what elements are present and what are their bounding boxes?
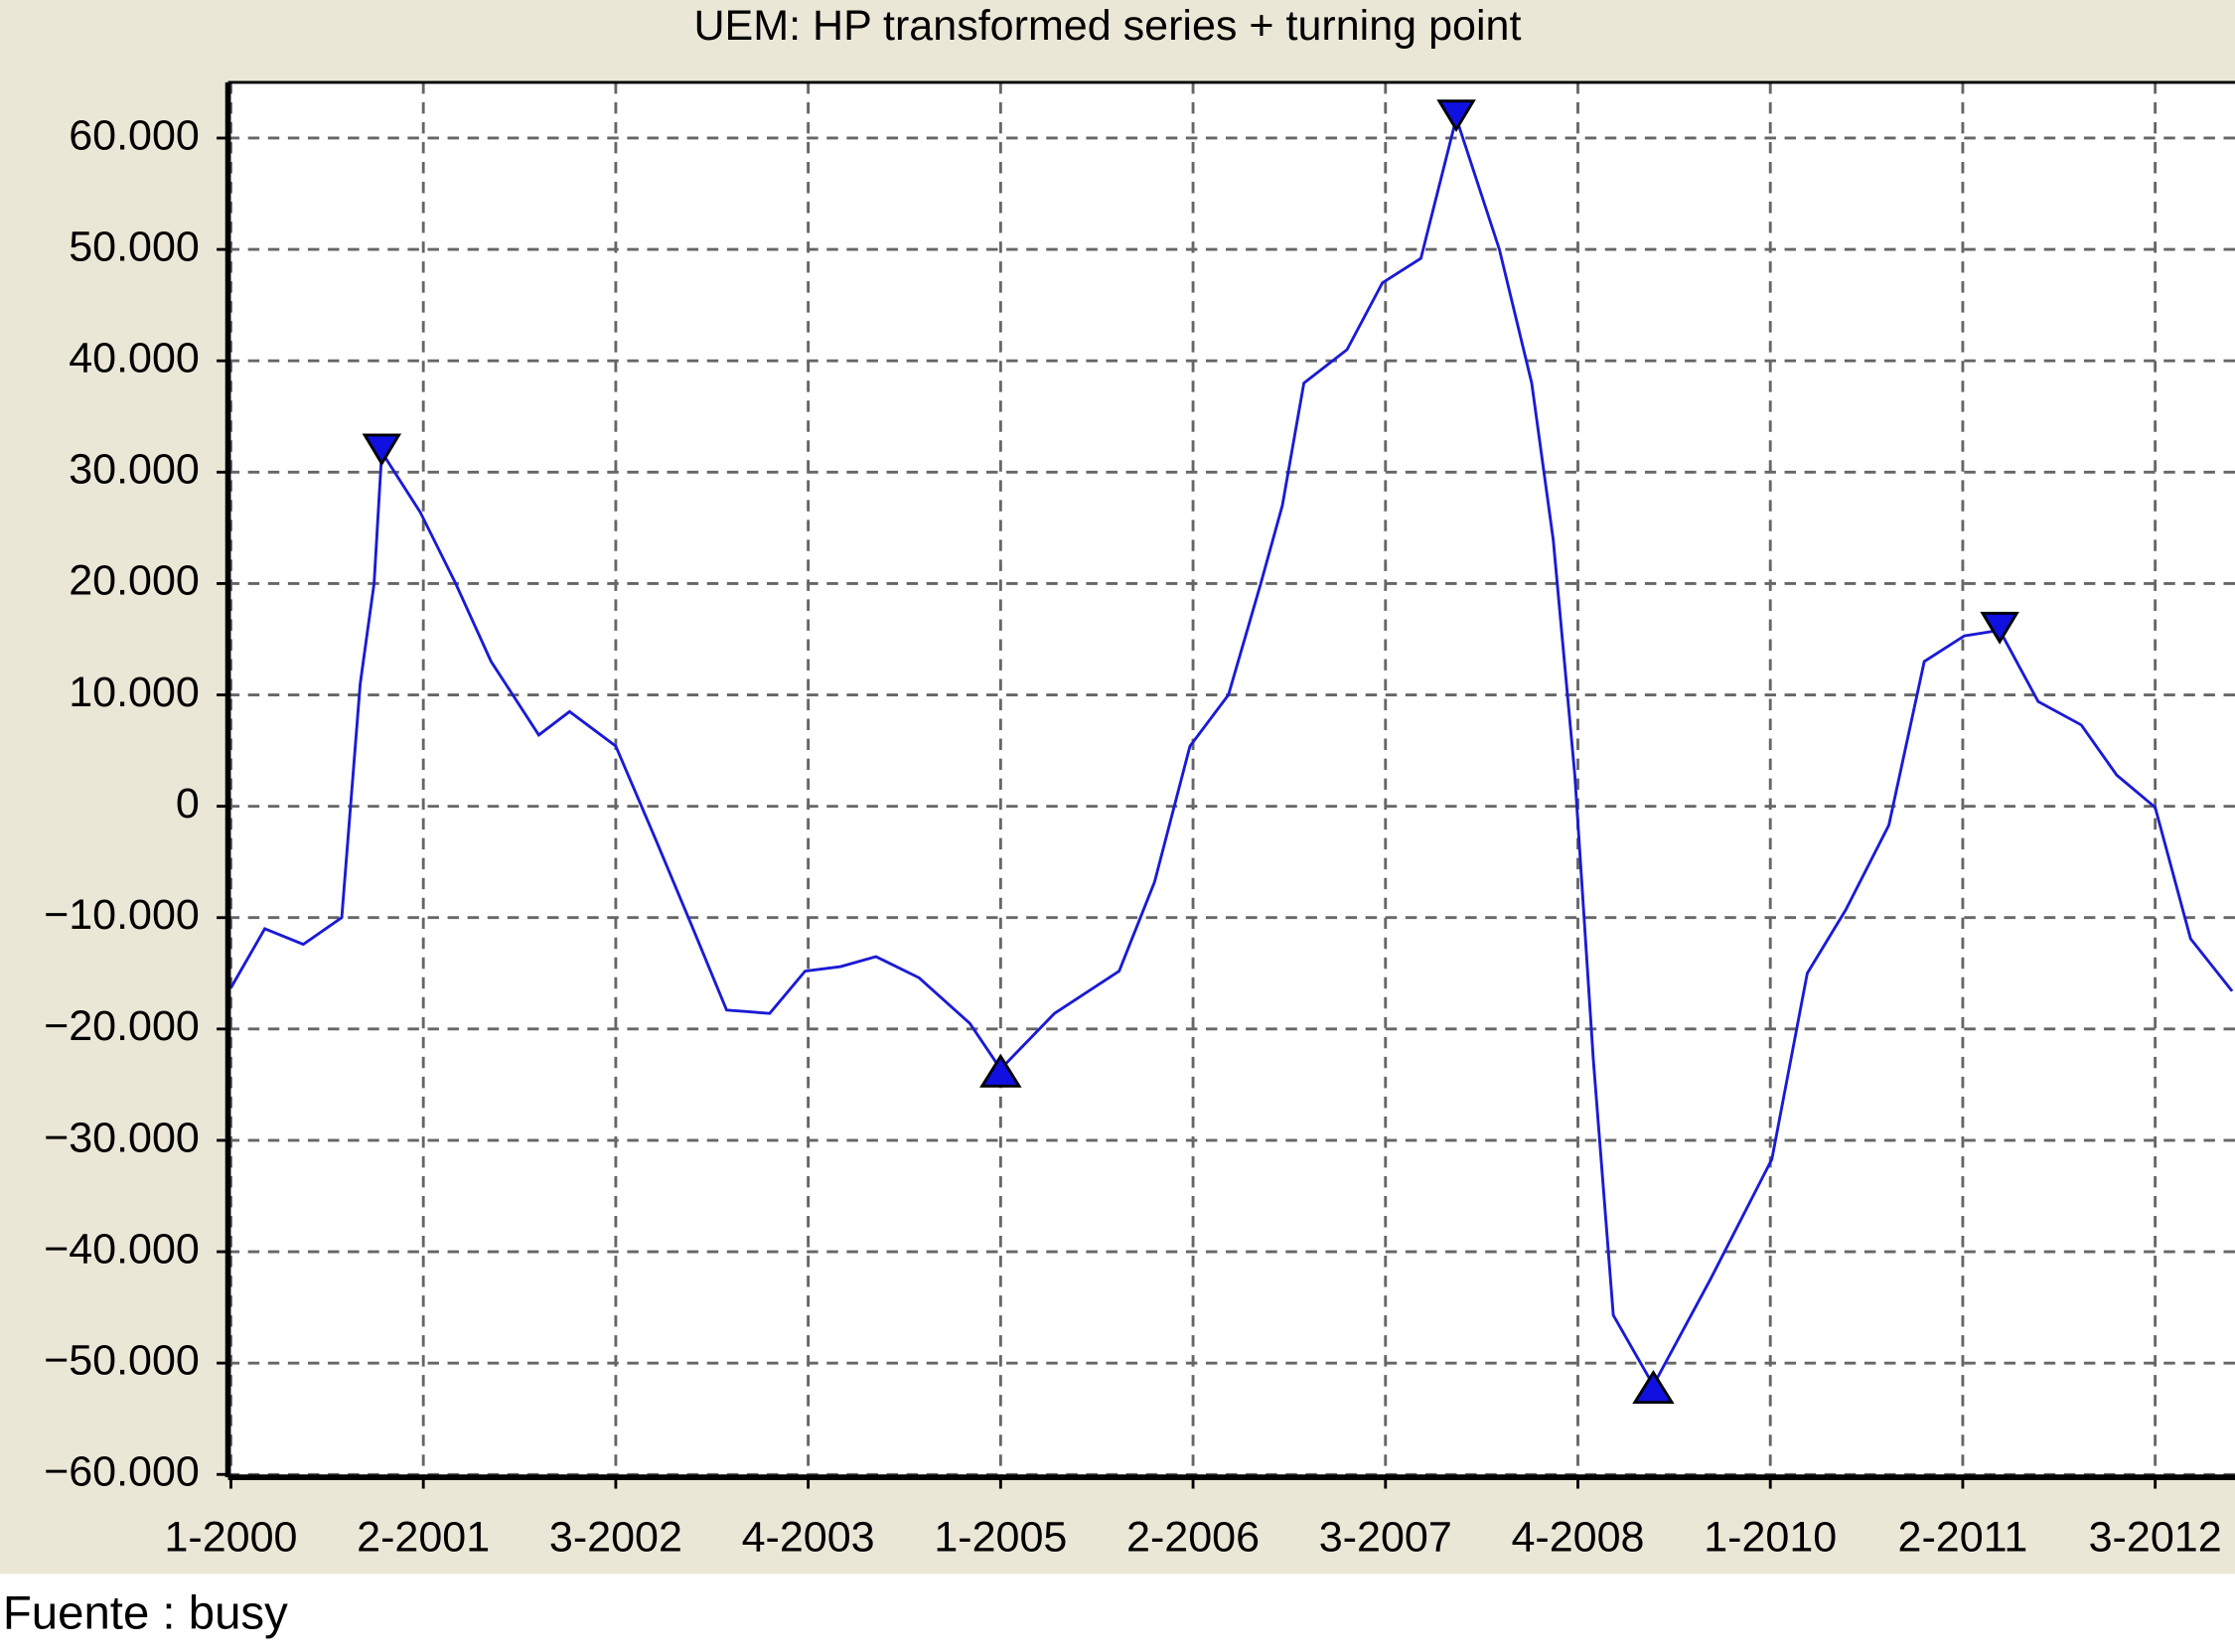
y-tick-label: −10.000 bbox=[44, 891, 200, 939]
y-tick-label: 30.000 bbox=[69, 446, 200, 494]
y-tick-label: 50.000 bbox=[69, 223, 200, 270]
trough-marker bbox=[979, 1053, 1022, 1088]
y-tick-label: −20.000 bbox=[44, 1002, 200, 1050]
x-tick-label: 1-2000 bbox=[164, 1513, 297, 1561]
x-tick-label: 2-2001 bbox=[357, 1513, 490, 1561]
x-tick-label: 1-2010 bbox=[1704, 1513, 1837, 1561]
y-tick-label: −30.000 bbox=[44, 1114, 200, 1161]
x-tick-label: 2-2011 bbox=[1898, 1513, 2028, 1561]
y-tick-label: 0 bbox=[176, 780, 200, 827]
chart-title: UEM: HP transformed series + turning poi… bbox=[693, 2, 1521, 50]
data-line bbox=[229, 112, 2234, 1389]
y-tick-label: −60.000 bbox=[44, 1448, 200, 1496]
plot-area bbox=[227, 81, 2235, 1478]
x-tick-label: 1-2005 bbox=[934, 1513, 1067, 1561]
x-tick-label: 4-2003 bbox=[742, 1513, 875, 1561]
peak-marker bbox=[362, 433, 402, 467]
y-tick-label: 20.000 bbox=[69, 557, 200, 605]
source-note: Fuente : busy bbox=[3, 1587, 288, 1640]
x-tick-label: 3-2012 bbox=[2089, 1513, 2222, 1561]
x-tick-label: 4-2008 bbox=[1511, 1513, 1644, 1561]
peak-marker bbox=[1436, 99, 1476, 133]
grid bbox=[227, 81, 2235, 1478]
y-tick-label: 10.000 bbox=[69, 669, 200, 716]
trough-marker bbox=[1632, 1369, 1675, 1405]
y-tick-label: −50.000 bbox=[44, 1337, 200, 1385]
y-tick-label: 60.000 bbox=[69, 111, 200, 159]
peak-marker bbox=[1980, 611, 2019, 645]
y-tick-label: −40.000 bbox=[44, 1225, 200, 1273]
marks bbox=[229, 99, 2234, 1405]
x-tick-label: 3-2002 bbox=[549, 1513, 682, 1561]
y-tick-label: 40.000 bbox=[69, 335, 200, 382]
x-tick-label: 2-2006 bbox=[1126, 1513, 1260, 1561]
x-tick-label: 3-2007 bbox=[1319, 1513, 1452, 1561]
